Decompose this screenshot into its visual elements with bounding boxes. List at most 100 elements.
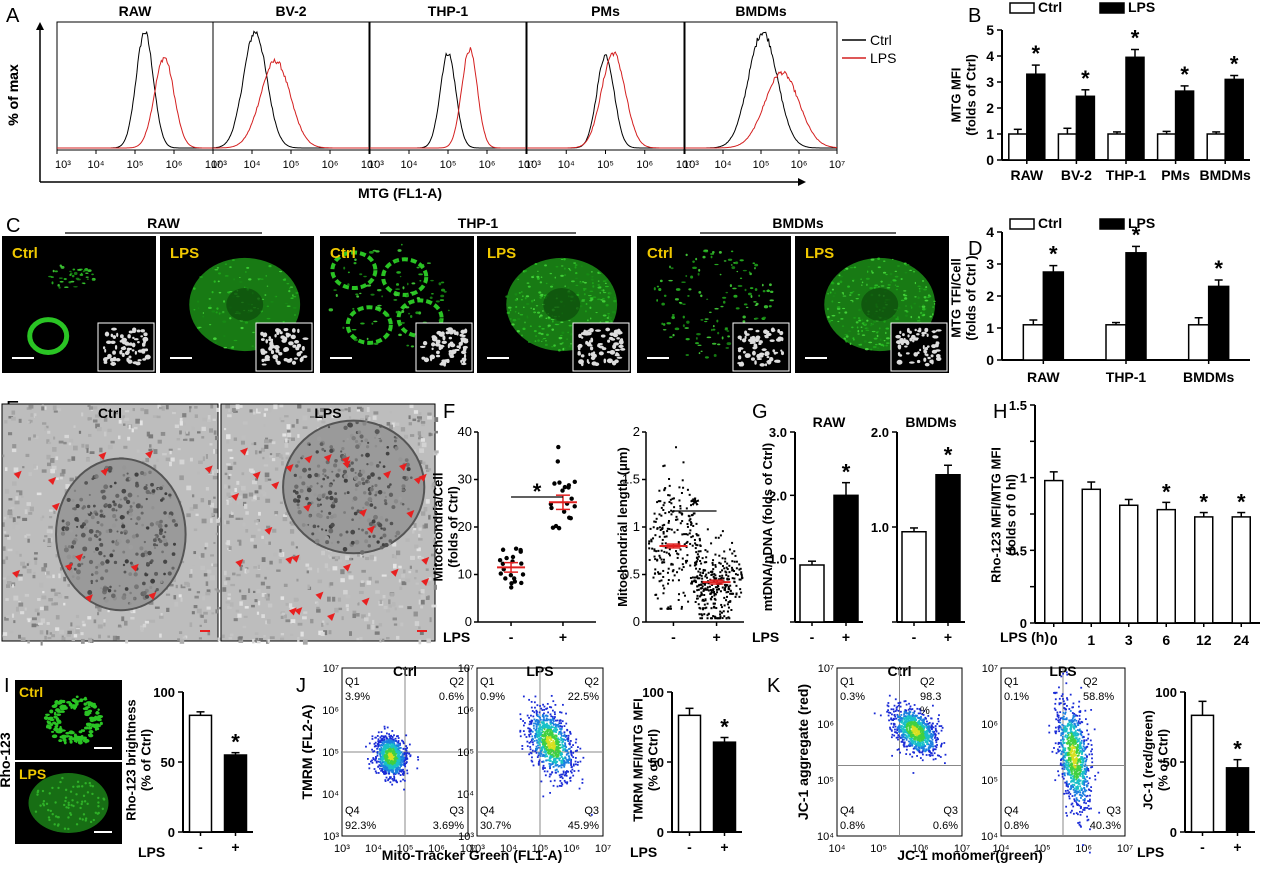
data-point	[704, 575, 707, 578]
data-point	[686, 488, 689, 491]
data-point	[673, 531, 676, 534]
data-point	[655, 517, 658, 520]
x-tick-label: 10⁴	[401, 159, 418, 171]
mitochondria-mark	[370, 293, 375, 296]
mitochondria-mark	[397, 249, 402, 252]
mitochondria-mark	[692, 266, 697, 270]
em-texture	[191, 565, 196, 569]
mitochondria-mark	[586, 273, 589, 275]
em-texture	[257, 408, 263, 412]
chromatin	[374, 483, 378, 488]
chromatin	[350, 529, 356, 535]
inset-mark	[110, 333, 114, 338]
em-texture	[166, 607, 170, 612]
mitochondria-mark	[47, 808, 50, 812]
data-point	[708, 585, 711, 588]
mitochondria-mark	[352, 307, 355, 310]
data-point	[713, 573, 716, 576]
mitochondria-mark	[606, 317, 610, 319]
chromatin	[322, 473, 325, 476]
data-point	[729, 589, 732, 592]
mitochondria-mark	[213, 337, 217, 340]
chromatin	[111, 540, 115, 544]
tile-label: LPS	[487, 245, 516, 262]
inset-mark	[292, 344, 297, 348]
mitochondria-arrow	[294, 607, 303, 616]
mitochondria-mark	[42, 799, 46, 803]
em-texture	[401, 581, 407, 586]
data-point	[680, 607, 683, 610]
mitochondria-mark	[839, 275, 844, 278]
em-texture	[321, 550, 325, 556]
em-texture	[338, 607, 343, 611]
inset-mark	[431, 347, 434, 351]
em-texture	[262, 491, 267, 497]
data-point	[666, 530, 669, 533]
em-texture	[184, 581, 189, 586]
mitochondria-mark	[87, 703, 92, 707]
em-texture	[413, 449, 417, 453]
inset-mark	[132, 336, 135, 340]
mitochondria-arrow	[323, 453, 332, 462]
em-texture	[223, 570, 227, 576]
em-texture	[256, 611, 260, 615]
em-texture	[128, 424, 131, 430]
mitochondria-mark	[842, 307, 846, 310]
chromatin	[358, 516, 362, 520]
em-texture	[232, 572, 236, 576]
y-tick-label: 1	[1020, 471, 1027, 486]
mitochondria-mark	[539, 314, 543, 317]
mitochondria-mark	[873, 337, 878, 340]
em-texture	[177, 448, 181, 451]
mitochondria-mark	[873, 320, 877, 323]
chromatin	[151, 489, 156, 493]
mitochondria-mark	[88, 781, 91, 785]
chromatin	[99, 542, 104, 547]
data-point	[670, 502, 673, 505]
mitochondria-mark	[83, 800, 87, 803]
mitochondria-mark	[684, 327, 689, 329]
mitochondria-mark	[724, 328, 728, 331]
y-axis-label: Mitochondria/Cell (folds of Ctrl)	[431, 472, 461, 581]
mitochondria-mark	[83, 726, 89, 730]
mitochondria-mark	[356, 295, 360, 298]
em-texture	[82, 623, 86, 627]
mitochondria-mark	[64, 799, 67, 803]
em-texture	[191, 426, 195, 431]
em-texture	[4, 467, 8, 472]
x-tick-label: 10⁵	[283, 159, 300, 171]
chromatin	[106, 597, 109, 600]
chromatin	[369, 461, 374, 466]
em-texture	[172, 411, 176, 415]
chromatin	[322, 482, 325, 485]
chromatin	[93, 550, 96, 553]
chromatin	[327, 426, 331, 429]
em-texture	[429, 617, 432, 623]
mitochondria-mark	[268, 265, 272, 268]
em-texture	[326, 622, 329, 626]
chromatin	[148, 470, 152, 475]
em-texture	[153, 449, 158, 455]
chromatin	[128, 477, 132, 481]
inset-mark	[278, 352, 283, 356]
data-point	[668, 501, 671, 504]
inset-mark	[141, 342, 146, 347]
mitochondria-mark	[577, 292, 580, 294]
mitochondria-mark	[749, 272, 752, 276]
mitochondria-mark	[662, 329, 667, 331]
mitochondria-mark	[896, 285, 900, 287]
data-point	[689, 529, 692, 532]
data-point	[666, 571, 669, 574]
em-texture	[238, 589, 242, 593]
data-point	[693, 538, 696, 541]
chromatin	[306, 482, 312, 487]
mitochondria-arrow	[421, 556, 430, 565]
chromatin	[135, 552, 139, 556]
data-point	[724, 585, 727, 588]
mitochondria-mark	[57, 816, 60, 819]
mitochondria-mark	[830, 319, 834, 322]
mitochondria-mark	[68, 281, 72, 284]
mitochondria-mark	[727, 258, 733, 261]
data-point	[702, 608, 705, 611]
